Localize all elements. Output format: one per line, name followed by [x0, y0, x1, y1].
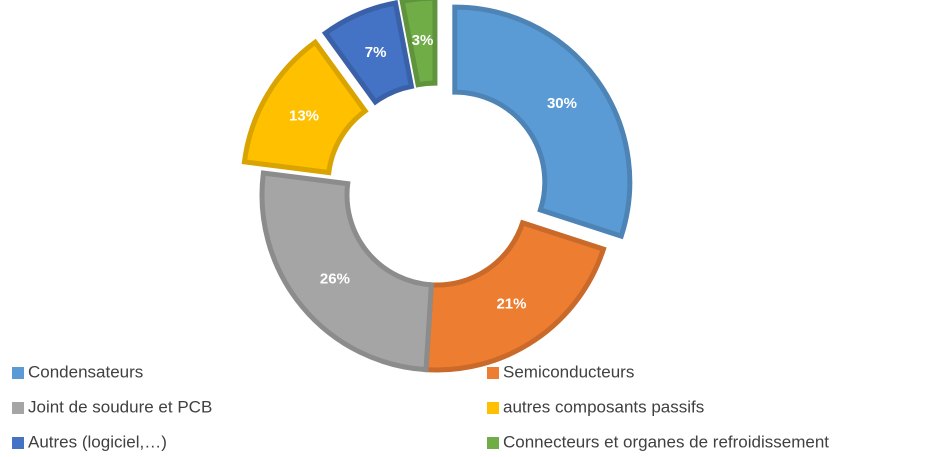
data-label: 30%	[547, 95, 577, 112]
legend-swatch	[12, 402, 24, 414]
slice	[399, 0, 438, 88]
data-label: 26%	[320, 270, 350, 287]
legend-swatch	[12, 367, 24, 379]
legend-label: autres composants passifs	[503, 397, 704, 416]
legend-label: Condensateurs	[28, 362, 143, 381]
data-label: 3%	[412, 32, 434, 49]
legend-label: Joint de soudure et PCB	[28, 397, 212, 416]
legend-swatch	[487, 437, 499, 449]
legend-swatch	[12, 437, 24, 449]
slice	[259, 170, 435, 373]
legend-swatch	[487, 367, 499, 379]
slice	[241, 38, 369, 176]
slice	[321, 0, 415, 106]
data-label: 13%	[289, 107, 319, 124]
slice	[452, 4, 633, 240]
data-label: 7%	[365, 44, 387, 61]
data-label: 21%	[496, 296, 526, 313]
legend-label: Autres (logiciel,…)	[28, 432, 167, 451]
legend-swatch	[487, 402, 499, 414]
legend-label: Semiconducteurs	[503, 362, 634, 381]
slice	[423, 219, 607, 373]
legend-label: Connecteurs et organes de refroidissemen…	[503, 432, 829, 451]
